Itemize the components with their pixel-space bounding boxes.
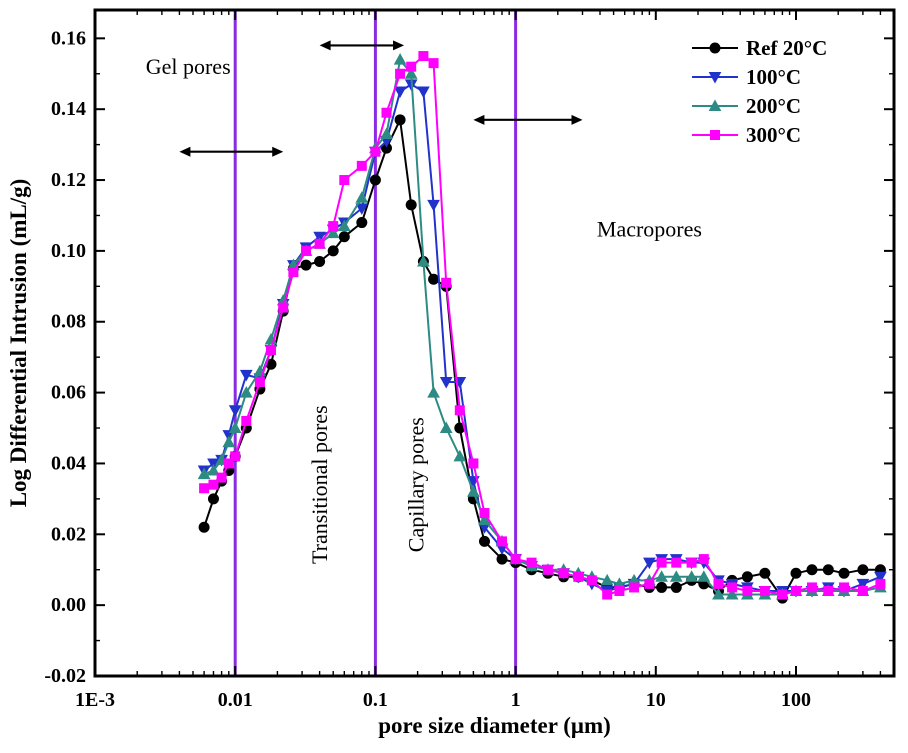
x-tick-label: 10 [646,689,666,711]
region-label-capillary-pores: Capillary pores [403,417,428,552]
y-tick-label: 0.08 [51,311,86,333]
legend-label-300-c: 300°C [746,123,801,147]
region-label-macropores: Macropores [597,217,702,242]
legend-item-ref-20-c: Ref 20°C [692,36,827,60]
x-tick-label: 100 [781,689,811,711]
x-axis-title: pore size diameter (μm) [378,713,611,738]
legend-item-100-c: 100°C [692,65,801,89]
legend-label-100-c: 100°C [746,65,801,89]
x-tick-label: 1 [511,689,521,711]
x-tick-label: 1E-3 [75,689,115,711]
y-tick-label: 0.10 [51,240,86,262]
legend-item-300-c: 300°C [692,123,801,147]
region-labels: Gel pores Transitional pores Capillary por… [146,54,702,564]
y-tick-label: 0.06 [51,382,86,404]
y-axis-title: Log Differential Intrusion (mL/g) [6,179,31,508]
legend: Ref 20°C 100°C 200°C 300°C [692,36,827,147]
axes: 1E-3 0.01 0.1 1 10 100 -0.02 0.00 0.02 0.04 0.06 0.… [6,10,894,738]
x-tick-label: 0.1 [363,689,388,711]
y-tick-label: -0.02 [44,665,86,687]
x-tick-label: 0.01 [218,689,253,711]
region-extent-arrows [179,40,583,157]
series-300-c [199,51,886,600]
legend-item-200-c: 200°C [692,94,801,118]
y-tick-label: 0.00 [51,594,86,616]
y-tick-label: 0.04 [51,452,86,474]
y-tick-label: 0.12 [51,169,86,191]
legend-label-200-c: 200°C [746,94,801,118]
region-label-transitional-pores: Transitional pores [307,405,332,564]
plot-frame [93,8,896,678]
region-label-gel-pores: Gel pores [146,54,231,79]
y-tick-label: 0.16 [51,27,86,49]
legend-label-ref-20-c: Ref 20°C [746,36,827,60]
y-tick-label: 0.02 [51,523,86,545]
y-tick-label: 0.14 [51,98,86,120]
